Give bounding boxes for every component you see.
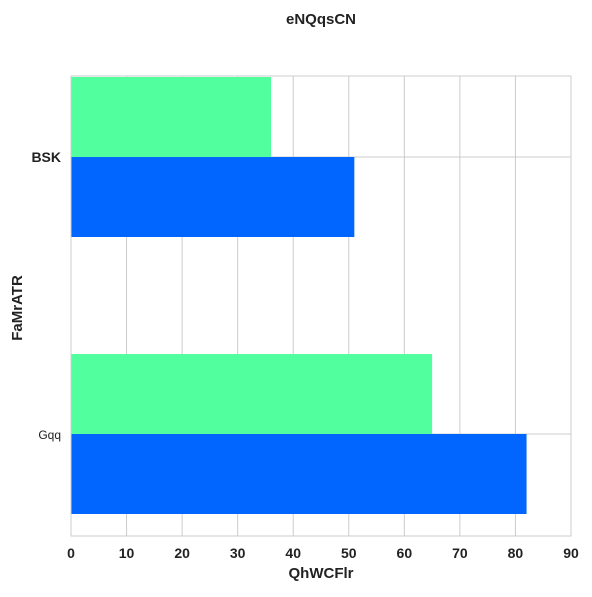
x-tick-label: 30 <box>230 545 246 561</box>
x-axis-label: QhWCFlr <box>289 565 354 582</box>
x-tick-label: 50 <box>341 545 357 561</box>
bar <box>71 354 433 434</box>
x-tick-label: 60 <box>397 545 413 561</box>
plot-frame <box>70 75 572 537</box>
y-category-labels: BSK Gqq <box>31 149 61 442</box>
bar <box>71 77 271 157</box>
x-tick-label: 10 <box>119 545 135 561</box>
x-tick-labels: 0 10 20 30 40 50 60 70 80 90 <box>67 545 579 561</box>
x-tick-label: 70 <box>452 545 468 561</box>
bar <box>71 434 527 514</box>
y-axis-label: FaMrATR <box>9 275 26 341</box>
bar <box>71 157 355 237</box>
y-category-label: Gqq <box>38 428 61 442</box>
x-tick-label: 80 <box>508 545 524 561</box>
x-tick-label: 20 <box>174 545 190 561</box>
x-tick-label: 0 <box>67 545 75 561</box>
plot-border <box>70 75 572 537</box>
bars-layer <box>71 77 527 514</box>
y-category-label: BSK <box>31 149 61 165</box>
chart-title: eNQqsCN <box>286 11 356 28</box>
x-tick-label: 90 <box>563 545 579 561</box>
x-tick-label: 40 <box>285 545 301 561</box>
